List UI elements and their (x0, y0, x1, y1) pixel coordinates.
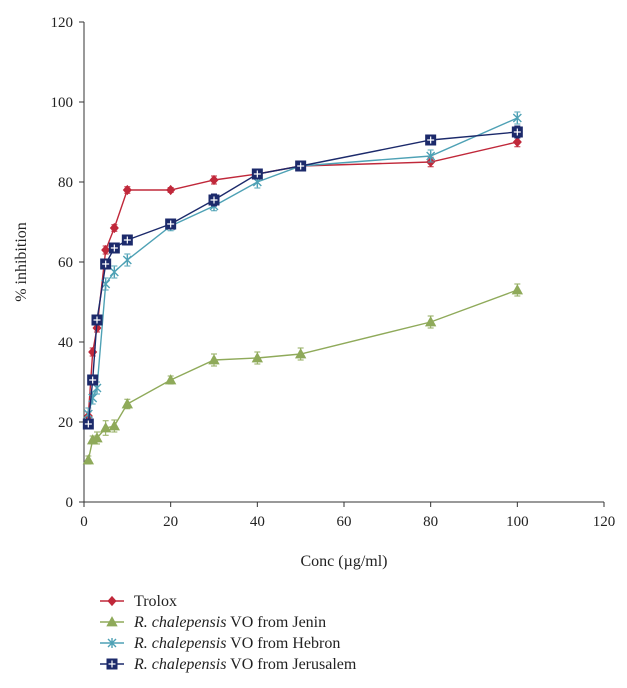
legend-marker (106, 658, 118, 670)
legend-label-italic: R. chalepensis (133, 635, 226, 652)
legend-item: Trolox (100, 593, 177, 610)
legend-label-text: VO from Jerusalem (226, 656, 356, 673)
series-line (87, 131, 518, 425)
data-point (208, 354, 220, 365)
data-point (426, 151, 436, 161)
legend-item: R. chalepensis VO from Jenin (100, 614, 326, 631)
y-tick-label: 20 (58, 415, 73, 431)
data-point (91, 432, 103, 443)
data-point (121, 234, 133, 246)
data-point (101, 244, 111, 256)
data-point (87, 374, 99, 386)
legend-label-text: Trolox (134, 593, 177, 610)
data-point (511, 284, 524, 295)
y-tick-label: 120 (51, 15, 74, 31)
data-point (99, 422, 112, 433)
data-point (82, 454, 95, 465)
data-point (122, 184, 132, 196)
data-point (164, 374, 177, 385)
data-point (251, 168, 263, 180)
legend-label-text: VO from Hebron (226, 635, 340, 652)
y-tick-label: 60 (58, 255, 73, 271)
series-layer (82, 111, 524, 465)
legend-marker (106, 616, 118, 627)
data-point (511, 126, 523, 138)
data-point (294, 348, 307, 359)
x-tick-label: 120 (593, 514, 616, 530)
legend-marker (107, 595, 117, 607)
x-tick-label: 80 (423, 514, 438, 530)
legend-label-italic: R. chalepensis (133, 656, 226, 673)
data-point (424, 316, 437, 327)
legend-label-text: VO from Jenin (226, 614, 326, 631)
data-point (108, 420, 121, 431)
data-point (122, 255, 132, 265)
data-point (512, 113, 522, 123)
x-tick-label: 20 (163, 514, 178, 530)
series-3 (83, 111, 522, 421)
x-tick-label: 100 (506, 514, 529, 530)
data-point (121, 398, 134, 409)
data-point (208, 194, 220, 206)
data-point (166, 184, 176, 196)
x-tick-label: 60 (337, 514, 352, 530)
data-point (109, 222, 119, 234)
data-point (91, 314, 103, 326)
legend-marker (107, 638, 117, 648)
y-axis-title: % inhibition (13, 222, 30, 302)
data-point (100, 258, 112, 270)
data-point (82, 418, 94, 430)
data-point (165, 218, 177, 230)
axes: 0 20 40 60 80 100 120 0 20 40 60 80 100 120 (51, 15, 616, 530)
legend-label: R. chalepensis VO from Hebron (133, 635, 340, 652)
legend-label: R. chalepensis VO from Jerusalem (133, 656, 357, 673)
series-1 (83, 136, 522, 422)
data-point (251, 352, 264, 363)
data-point (295, 160, 307, 172)
legend-item: R. chalepensis VO from Jerusalem (100, 656, 357, 673)
y-tick-label: 0 (66, 495, 74, 511)
legend-label: Trolox (134, 593, 177, 610)
legend-label: R. chalepensis VO from Jenin (133, 614, 326, 631)
series-line (87, 141, 518, 417)
data-point (512, 136, 522, 148)
data-point (109, 267, 119, 277)
x-axis-title: Conc (µg/ml) (301, 553, 388, 570)
legend-item: R. chalepensis VO from Hebron (100, 635, 340, 652)
data-point (209, 174, 219, 186)
x-tick-label: 0 (80, 514, 88, 530)
series-4 (82, 125, 523, 430)
x-tick-label: 40 (250, 514, 265, 530)
y-tick-label: 40 (58, 335, 73, 351)
legend-label-italic: R. chalepensis (133, 614, 226, 631)
y-tick-label: 80 (58, 175, 73, 191)
series-2 (82, 283, 524, 465)
data-point (425, 134, 437, 146)
series-line (87, 289, 518, 461)
data-point (108, 242, 120, 254)
y-tick-label: 100 (51, 95, 74, 111)
